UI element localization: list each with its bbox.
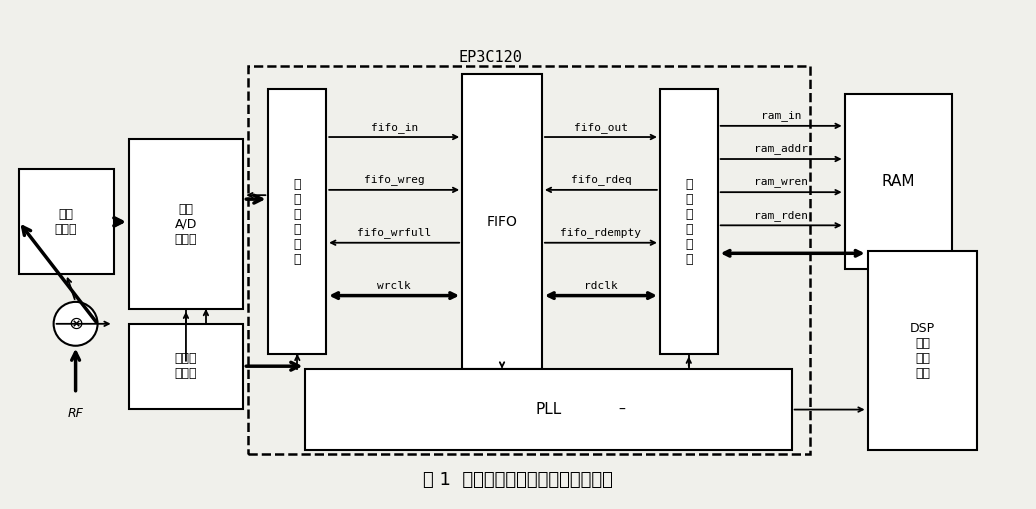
Circle shape — [54, 302, 97, 346]
Text: DSP
及其
外围
电路: DSP 及其 外围 电路 — [910, 322, 936, 380]
Text: fifo_out: fifo_out — [574, 122, 628, 132]
Bar — [660, 90, 718, 354]
Text: ram_in: ram_in — [760, 110, 802, 121]
Bar — [462, 74, 542, 369]
Bar — [19, 169, 114, 274]
Text: RF: RF — [67, 407, 84, 420]
Bar — [306, 369, 792, 450]
Text: RAM: RAM — [882, 174, 915, 189]
Text: rdclk: rdclk — [584, 280, 617, 291]
Text: ⊗: ⊗ — [68, 315, 83, 333]
Text: ram_addr: ram_addr — [754, 144, 808, 155]
Text: wrclk: wrclk — [377, 280, 411, 291]
Text: 低通
滤波器: 低通 滤波器 — [55, 208, 78, 236]
Text: 外部时
钟晶振: 外部时 钟晶振 — [175, 352, 197, 380]
Text: ram_rden: ram_rden — [754, 210, 808, 221]
Text: –: – — [617, 403, 625, 416]
Bar — [128, 139, 243, 309]
Text: EP3C120: EP3C120 — [458, 50, 522, 65]
Bar — [128, 324, 243, 409]
Bar — [249, 66, 809, 455]
Text: PLL: PLL — [536, 402, 562, 417]
Text: ram_wren: ram_wren — [754, 177, 808, 187]
Text: 图 1  高速雷达数据采集系统结构框图: 图 1 高速雷达数据采集系统结构框图 — [423, 471, 613, 489]
Bar — [844, 95, 952, 269]
Bar — [268, 90, 326, 354]
Text: 读
出
控
制
逻
辑: 读 出 控 制 逻 辑 — [685, 178, 692, 266]
Text: fifo_wrfull: fifo_wrfull — [357, 228, 431, 238]
Text: fifo_in: fifo_in — [371, 122, 418, 132]
Text: 写
入
控
制
逻
辑: 写 入 控 制 逻 辑 — [293, 178, 301, 266]
Text: fifo_wreg: fifo_wreg — [364, 175, 425, 185]
Bar — [867, 251, 977, 450]
Text: fifo_rdeq: fifo_rdeq — [571, 175, 631, 185]
Text: FIFO: FIFO — [487, 215, 517, 229]
Text: fifo_rdempty: fifo_rdempty — [560, 228, 641, 238]
Text: 高速
A/D
转换器: 高速 A/D 转换器 — [175, 203, 197, 245]
